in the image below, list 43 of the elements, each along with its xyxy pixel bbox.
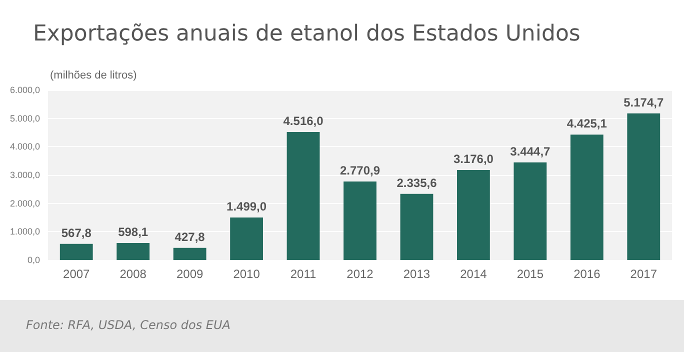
x-tick-label: 2010 bbox=[233, 267, 260, 281]
bar bbox=[570, 134, 604, 260]
bar bbox=[230, 218, 263, 260]
data-label: 3.176,0 bbox=[453, 152, 494, 166]
source-note: Fonte: RFA, USDA, Censo dos EUA bbox=[26, 318, 230, 332]
data-label: 5.174,7 bbox=[624, 95, 664, 110]
bar bbox=[116, 243, 150, 260]
chart-title: Exportações anuais de etanol dos Estados Unidos bbox=[33, 22, 580, 46]
data-label: 567,8 bbox=[61, 226, 92, 240]
y-tick-label: 5.000,0 bbox=[10, 113, 40, 124]
bar bbox=[400, 194, 434, 260]
x-tick-label: 2016 bbox=[574, 267, 601, 281]
y-tick-label: 1.000,0 bbox=[10, 226, 40, 237]
bar bbox=[173, 248, 206, 260]
data-label: 1.499,0 bbox=[226, 200, 267, 214]
data-label: 427,8 bbox=[174, 230, 206, 244]
x-tick-label: 2015 bbox=[516, 267, 544, 281]
data-label: 4.425,1 bbox=[566, 116, 608, 131]
x-tick-label: 2007 bbox=[63, 267, 90, 281]
bar bbox=[627, 113, 660, 260]
x-tick-label: 2011 bbox=[290, 267, 316, 281]
x-tick-label: 2009 bbox=[176, 267, 204, 281]
data-label: 4.516,0 bbox=[283, 114, 324, 128]
x-tick-label: 2017 bbox=[630, 267, 658, 281]
data-label: 2.770,9 bbox=[340, 163, 380, 178]
x-tick-label: 2008 bbox=[120, 267, 147, 281]
bar bbox=[457, 170, 490, 260]
y-tick-label: 6.000,0 bbox=[10, 85, 40, 95]
y-axis-title: (milhões de litros) bbox=[50, 70, 137, 82]
bar bbox=[60, 244, 93, 260]
y-tick-label: 3.000,0 bbox=[10, 170, 40, 180]
y-tick-label: 0,0 bbox=[27, 255, 40, 265]
x-tick-label: 2014 bbox=[460, 267, 488, 281]
bar bbox=[514, 162, 547, 260]
bar bbox=[286, 132, 320, 260]
data-label: 2.335,6 bbox=[396, 176, 438, 190]
y-tick-label: 2.000,0 bbox=[10, 198, 40, 208]
x-tick-label: 2013 bbox=[403, 267, 430, 281]
data-label: 3.444,7 bbox=[510, 144, 551, 158]
data-label: 598,1 bbox=[118, 225, 148, 240]
y-tick-label: 4.000,0 bbox=[10, 142, 40, 152]
x-tick-label: 2012 bbox=[346, 267, 374, 281]
bar bbox=[344, 181, 376, 260]
